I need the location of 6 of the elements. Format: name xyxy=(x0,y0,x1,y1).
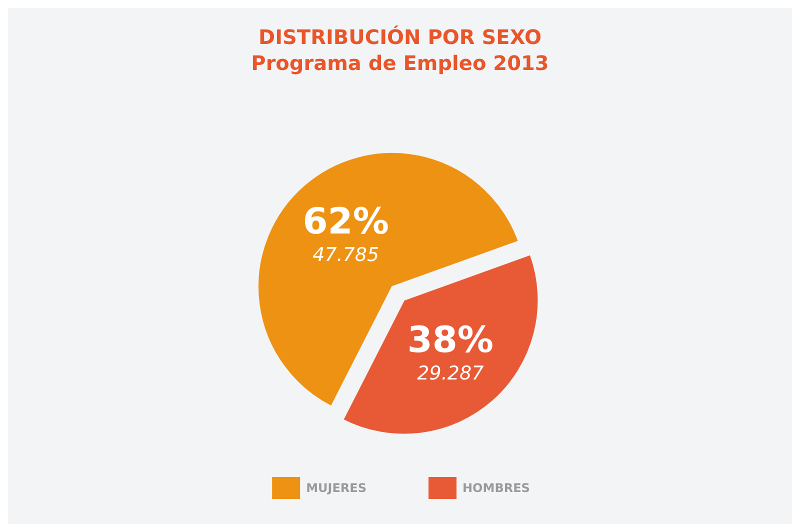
legend-label: HOMBRES xyxy=(462,481,530,495)
legend-label: MUJERES xyxy=(306,481,367,495)
chart-subtitle: Programa de Empleo 2013 xyxy=(251,51,549,75)
data-label: 38% 29.287 xyxy=(407,320,494,385)
chart-title: DISTRIBUCIÓN POR SEXO xyxy=(258,25,542,49)
data-label: 62% 47.785 xyxy=(302,202,389,266)
